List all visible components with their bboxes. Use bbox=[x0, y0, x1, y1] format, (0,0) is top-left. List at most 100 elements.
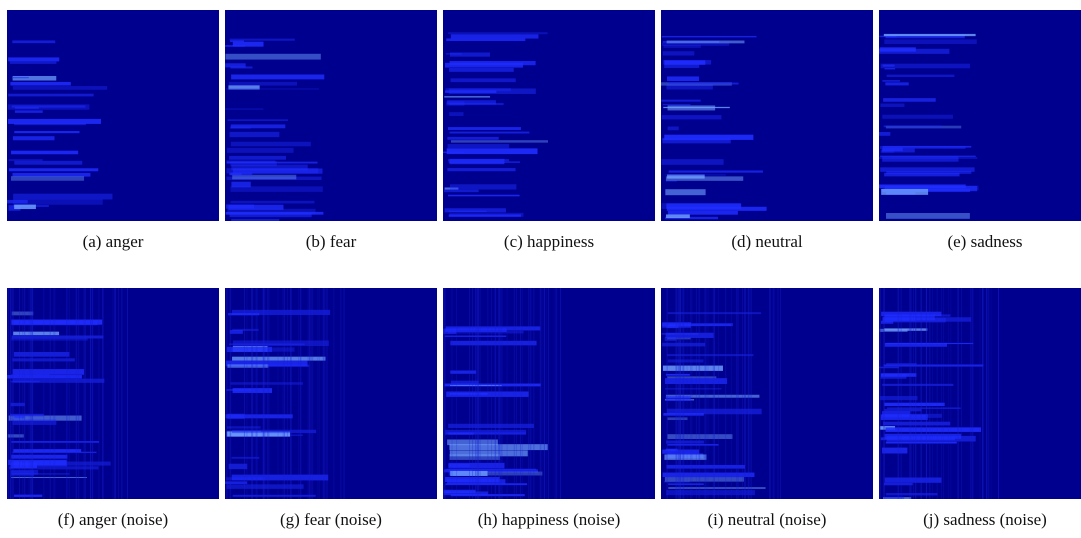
noise-column bbox=[731, 288, 732, 499]
noise-column bbox=[742, 288, 743, 499]
spectral-streak bbox=[15, 110, 43, 113]
spectral-streak bbox=[663, 366, 723, 371]
spectral-streak bbox=[230, 132, 280, 137]
noise-column bbox=[738, 288, 739, 499]
noise-column bbox=[252, 288, 253, 499]
noise-column bbox=[290, 288, 291, 499]
noise-column bbox=[675, 288, 676, 499]
spectral-streak bbox=[14, 161, 82, 165]
noise-column bbox=[298, 288, 299, 499]
spectral-streak bbox=[12, 335, 104, 338]
noise-column bbox=[287, 288, 288, 499]
spectral-streak bbox=[230, 39, 295, 41]
spectral-streak bbox=[225, 109, 263, 110]
spectral-streak bbox=[13, 369, 84, 375]
noise-column bbox=[118, 288, 119, 499]
spectral-streak bbox=[881, 150, 894, 153]
spectral-streak bbox=[446, 88, 511, 91]
noise-column bbox=[112, 288, 113, 499]
noise-column bbox=[692, 288, 693, 499]
noise-column bbox=[127, 288, 128, 499]
spectral-streak bbox=[446, 38, 525, 41]
noise-column bbox=[11, 288, 12, 499]
spectral-streak bbox=[880, 104, 904, 107]
noise-column bbox=[522, 288, 523, 499]
spectral-streak bbox=[661, 159, 723, 165]
panel: (f) anger (noise) bbox=[7, 288, 219, 499]
panel: (j) sadness (noise) bbox=[879, 288, 1081, 499]
noise-column bbox=[29, 288, 30, 499]
spectral-streak bbox=[12, 40, 55, 43]
noise-column bbox=[988, 288, 989, 499]
panel-caption: (a) anger bbox=[0, 232, 239, 252]
spectral-streak bbox=[666, 203, 741, 208]
panel: (c) happiness bbox=[443, 10, 655, 221]
spectral-streak bbox=[227, 364, 268, 368]
noise-column bbox=[683, 288, 684, 499]
noise-column bbox=[913, 288, 914, 499]
spectral-streak bbox=[661, 100, 700, 102]
noise-column bbox=[926, 288, 927, 499]
noise-column bbox=[501, 288, 502, 499]
spectral-streak bbox=[14, 123, 86, 125]
noise-column bbox=[725, 288, 726, 499]
spectrogram bbox=[443, 288, 655, 499]
noise-column bbox=[544, 288, 545, 499]
spectrogram bbox=[7, 288, 219, 499]
panel: (d) neutral bbox=[661, 10, 873, 221]
noise-column bbox=[92, 288, 93, 499]
spectral-streak bbox=[882, 448, 907, 454]
noise-column bbox=[256, 288, 257, 499]
noise-column bbox=[678, 288, 679, 499]
panel: (e) sadness bbox=[879, 10, 1081, 221]
spectral-streak bbox=[9, 159, 43, 161]
noise-column bbox=[480, 288, 481, 499]
spectral-streak bbox=[666, 374, 690, 376]
noise-column bbox=[879, 288, 880, 499]
spectral-streak bbox=[448, 331, 524, 334]
spectral-streak bbox=[449, 132, 529, 134]
noise-column bbox=[226, 288, 227, 499]
noise-column bbox=[516, 288, 517, 499]
noise-column bbox=[344, 288, 345, 499]
noise-column bbox=[8, 288, 9, 499]
spectral-streak bbox=[228, 313, 259, 315]
noise-column bbox=[748, 288, 749, 499]
spectral-streak bbox=[13, 136, 55, 140]
spectral-streak bbox=[10, 414, 44, 417]
spectral-streak bbox=[669, 83, 739, 85]
spectral-streak bbox=[450, 61, 536, 65]
spectral-streak bbox=[449, 161, 520, 162]
panel-caption: (d) neutral bbox=[641, 232, 893, 252]
spectral-streak bbox=[662, 139, 729, 141]
spectral-streak bbox=[232, 475, 328, 481]
noise-column bbox=[991, 288, 992, 499]
panel: (b) fear bbox=[225, 10, 437, 221]
spectral-streak bbox=[885, 427, 981, 432]
noise-column bbox=[278, 288, 279, 499]
spectral-streak bbox=[884, 173, 959, 177]
spectral-streak bbox=[884, 403, 944, 406]
noise-column bbox=[475, 288, 476, 499]
noise-column bbox=[961, 288, 962, 499]
noise-column bbox=[560, 288, 561, 499]
noise-column bbox=[916, 288, 917, 499]
spectral-streak bbox=[887, 75, 955, 77]
spectral-streak bbox=[15, 107, 39, 108]
noise-column bbox=[85, 288, 86, 499]
noise-column bbox=[19, 288, 20, 499]
noise-column bbox=[780, 288, 781, 499]
spectral-streak bbox=[444, 190, 479, 193]
panel-caption: (i) neutral (noise) bbox=[641, 510, 893, 530]
spectral-streak bbox=[230, 201, 314, 204]
spectral-streak bbox=[450, 341, 536, 346]
noise-column bbox=[90, 288, 91, 499]
spectral-streak bbox=[884, 126, 942, 128]
noise-column bbox=[121, 288, 122, 499]
spectral-streak bbox=[444, 491, 488, 495]
spectral-streak bbox=[225, 481, 247, 484]
noise-column bbox=[687, 288, 688, 499]
spectral-streak bbox=[448, 32, 547, 34]
spectral-streak bbox=[231, 142, 311, 147]
noise-column bbox=[495, 288, 496, 499]
